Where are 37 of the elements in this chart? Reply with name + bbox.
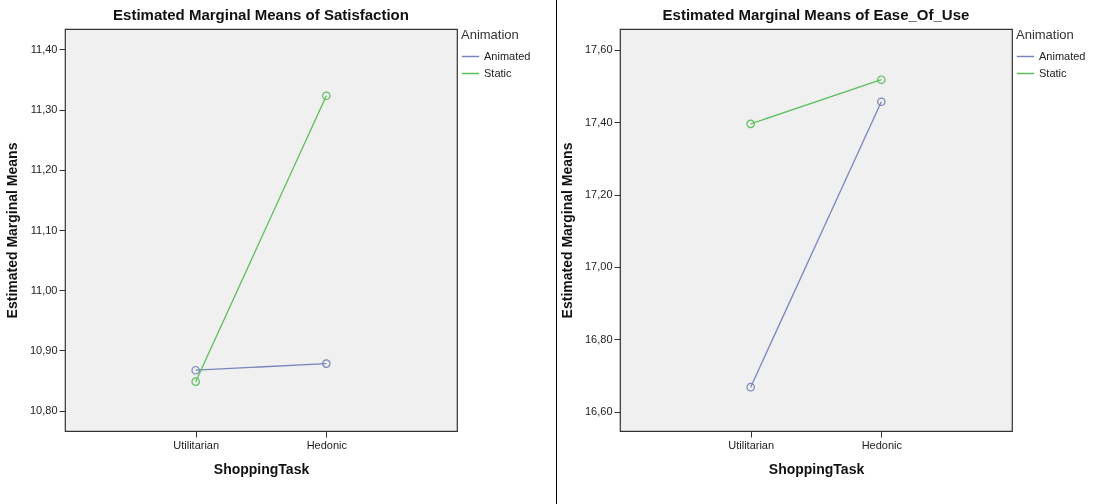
y-tick-label: 16,60 [584, 405, 613, 418]
y-tick-label: 17,40 [584, 115, 613, 128]
x-tick-label: Hedonic [306, 438, 348, 451]
point [322, 359, 331, 368]
y-axis-title: Estimated Marginal Means [3, 142, 20, 319]
x-axis-title: ShoppingTask [768, 460, 865, 477]
point [877, 75, 886, 84]
y-axis-title: Estimated Marginal Means [558, 142, 575, 319]
y-tick-label: 10,90 [29, 343, 58, 356]
x-axis-title: ShoppingTask [213, 460, 310, 477]
y-tick-label: 17,20 [584, 188, 613, 201]
y-tick-label: 17,00 [584, 260, 613, 273]
point [746, 382, 755, 392]
point [191, 377, 200, 386]
legend-title: Animation [1016, 27, 1074, 42]
legend-title: Animation [461, 27, 519, 42]
point [322, 91, 331, 101]
point [191, 365, 200, 375]
x-tick-label: Utilitarian [173, 438, 220, 451]
x-tick-label: Utilitarian [728, 438, 775, 451]
point [746, 119, 755, 129]
legend-label: Static [484, 66, 513, 79]
point [877, 97, 886, 107]
y-tick-label: 11,00 [30, 283, 58, 296]
y-tick-label: 16,80 [584, 332, 613, 345]
y-tick-label: 11,10 [30, 223, 58, 236]
legend-label: Animated [484, 49, 531, 62]
y-tick-label: 10,80 [29, 404, 58, 417]
y-tick-label: 11,20 [30, 163, 58, 176]
y-tick-label: 17,60 [584, 43, 613, 56]
y-tick-label: 11,40 [30, 42, 58, 55]
legend-label: Animated [1039, 49, 1086, 62]
chart-title: Estimated Marginal Means of Ease_Of_Use [662, 6, 970, 23]
y-tick-label: 11,30 [30, 103, 58, 116]
chart-title: Estimated Marginal Means of Satisfaction [113, 6, 409, 23]
legend-label: Static [1039, 66, 1068, 79]
x-tick-label: Hedonic [861, 438, 903, 451]
